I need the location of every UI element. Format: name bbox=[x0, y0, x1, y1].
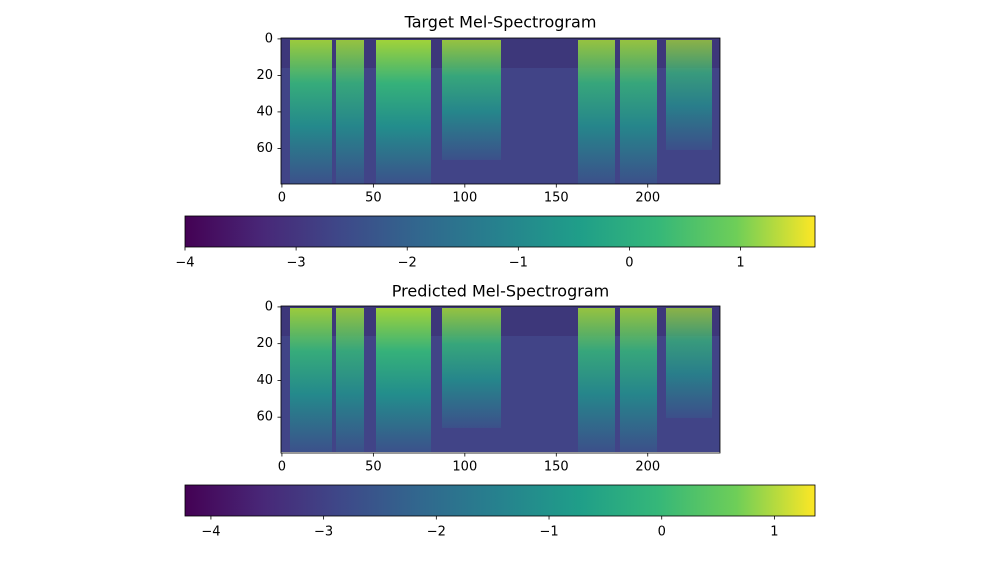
x-tick-label: 200 bbox=[635, 460, 660, 475]
x-tick-label: 0 bbox=[278, 191, 286, 206]
x-tick-label: 0 bbox=[278, 460, 286, 475]
y-tick-label: 60 bbox=[256, 141, 273, 156]
x-tick-label: 100 bbox=[452, 460, 477, 475]
colorbar-tick-label: −1 bbox=[539, 525, 558, 540]
x-tick-label: 100 bbox=[452, 191, 477, 206]
plot-frame bbox=[280, 37, 721, 185]
colorbar-tick-label: 1 bbox=[770, 525, 778, 540]
x-tick-label: 50 bbox=[365, 191, 382, 206]
spectrogram-image bbox=[281, 306, 720, 452]
colorbar-tick-label: 1 bbox=[736, 256, 744, 271]
spectrogram-image bbox=[281, 38, 720, 184]
chart-title: Target Mel-Spectrogram bbox=[404, 13, 597, 32]
y-tick-label: 60 bbox=[256, 410, 273, 425]
colorbar-tick-label: −3 bbox=[287, 256, 306, 271]
y-tick-label: 0 bbox=[265, 31, 273, 46]
x-tick-label: 150 bbox=[544, 460, 569, 475]
colorbar-tick-label: −4 bbox=[175, 256, 194, 271]
colorbar bbox=[184, 484, 816, 517]
y-tick-label: 20 bbox=[256, 68, 273, 83]
x-tick-label: 50 bbox=[365, 460, 382, 475]
colorbar bbox=[184, 215, 816, 248]
x-tick-label: 200 bbox=[635, 191, 660, 206]
colorbar-tick-label: 0 bbox=[658, 525, 666, 540]
y-tick-label: 0 bbox=[265, 299, 273, 314]
chart-title: Predicted Mel-Spectrogram bbox=[392, 282, 609, 301]
x-tick-label: 150 bbox=[544, 191, 569, 206]
colorbar-tick-label: −3 bbox=[314, 525, 333, 540]
colorbar-tick-label: −1 bbox=[509, 256, 528, 271]
colorbar-tick-label: 0 bbox=[625, 256, 633, 271]
y-tick-label: 40 bbox=[256, 373, 273, 388]
colorbar-tick-label: −2 bbox=[427, 525, 446, 540]
y-tick-label: 40 bbox=[256, 104, 273, 119]
colorbar-tick-label: −4 bbox=[201, 525, 220, 540]
y-tick-label: 20 bbox=[256, 336, 273, 351]
plot-frame bbox=[280, 305, 721, 454]
colorbar-tick-label: −2 bbox=[398, 256, 417, 271]
